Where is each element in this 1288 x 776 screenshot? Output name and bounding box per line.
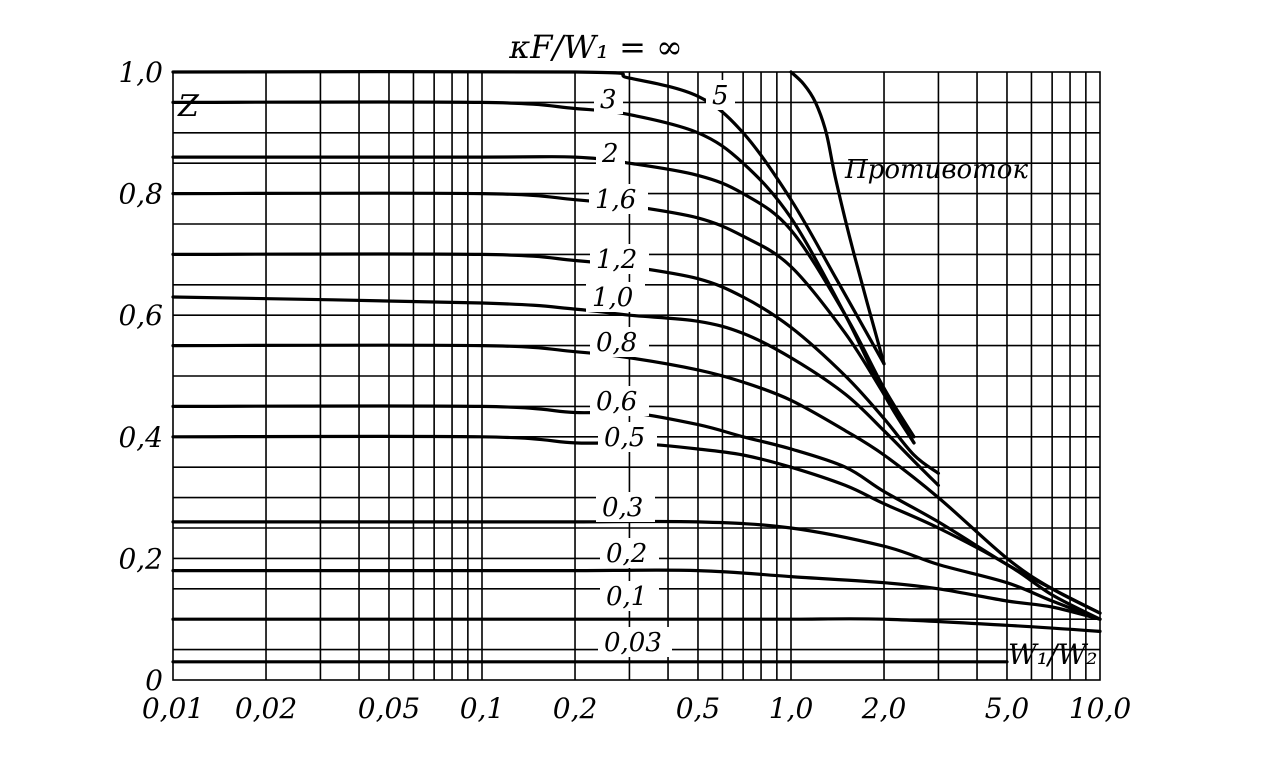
x-tick-label: 1,0 (769, 692, 814, 725)
series-label: 1,0 (592, 283, 633, 313)
series-label: 1,6 (595, 185, 636, 215)
series-label-bg (594, 84, 623, 114)
series-line (789, 70, 886, 366)
x-axis-label: W₁/W₂ (1008, 638, 1097, 671)
series-label: 0,03 (604, 628, 662, 658)
y-tick-label: 0,6 (118, 299, 163, 332)
series-label-bg (586, 282, 645, 312)
series-line (171, 155, 916, 439)
series-label: 3 (600, 85, 617, 115)
y-axis-label: Z (177, 89, 200, 124)
series-label: 5 (712, 81, 729, 111)
series-line (171, 343, 1102, 615)
series-line (171, 69, 886, 366)
x-tick-label: 0,05 (358, 692, 420, 725)
x-tick-label: 0,01 (142, 692, 204, 725)
series-line (171, 519, 1102, 621)
series-label-bg (590, 386, 649, 416)
series-label: 0,5 (604, 423, 645, 453)
series-label-bg (589, 184, 648, 214)
x-tick-label: 2,0 (861, 692, 907, 725)
series-line (171, 568, 1102, 621)
series-label: 0,8 (596, 328, 637, 358)
series-line (171, 100, 916, 445)
chart-labels: 0,01 0,02 0,05 0,1 0,2 0,5 1,0 2,0 5,0 10,0 0 0,2 0,… (118, 56, 1131, 725)
y-tick-label: 1,0 (118, 56, 163, 89)
y-tick-label: 0,4 (118, 421, 163, 454)
series-label-bg (596, 138, 625, 168)
series-line (171, 295, 940, 487)
x-tick-label: 0,1 (460, 692, 505, 725)
series-label-bg (598, 422, 657, 452)
series-label-bg (600, 581, 659, 611)
series-label-bg (590, 327, 649, 357)
y-tick-label: 0,8 (118, 178, 163, 211)
series-label: 0,6 (596, 387, 637, 417)
x-tick-label: 0,5 (676, 692, 721, 725)
series-label: 0,2 (606, 539, 647, 569)
counterflow-annotation: Противоток (844, 155, 1028, 185)
x-tick-label: 5,0 (985, 692, 1030, 725)
series-label-bg (600, 538, 659, 568)
series-label-bg (706, 80, 735, 110)
chart-curves (171, 69, 1102, 664)
series-label: 2 (601, 139, 619, 169)
series-label: 1,2 (596, 245, 637, 275)
series-line (171, 617, 1102, 633)
x-tick-label: 0,2 (553, 692, 598, 725)
y-tick-label: 0,2 (118, 542, 163, 575)
series-line (171, 252, 940, 475)
chart-title: κF/W₁ = ∞ (508, 28, 683, 66)
series-label-bg (598, 627, 672, 657)
series-label: 0,3 (602, 493, 643, 523)
series-label-bg (596, 492, 655, 522)
x-tick-label: 10,0 (1069, 692, 1131, 725)
x-tick-label: 0,02 (235, 692, 297, 725)
series-label: 0,1 (606, 582, 647, 612)
y-tick-label: 0 (145, 664, 163, 697)
series-line (171, 191, 916, 445)
series-line (171, 434, 1102, 621)
series-label-bg (590, 244, 649, 274)
